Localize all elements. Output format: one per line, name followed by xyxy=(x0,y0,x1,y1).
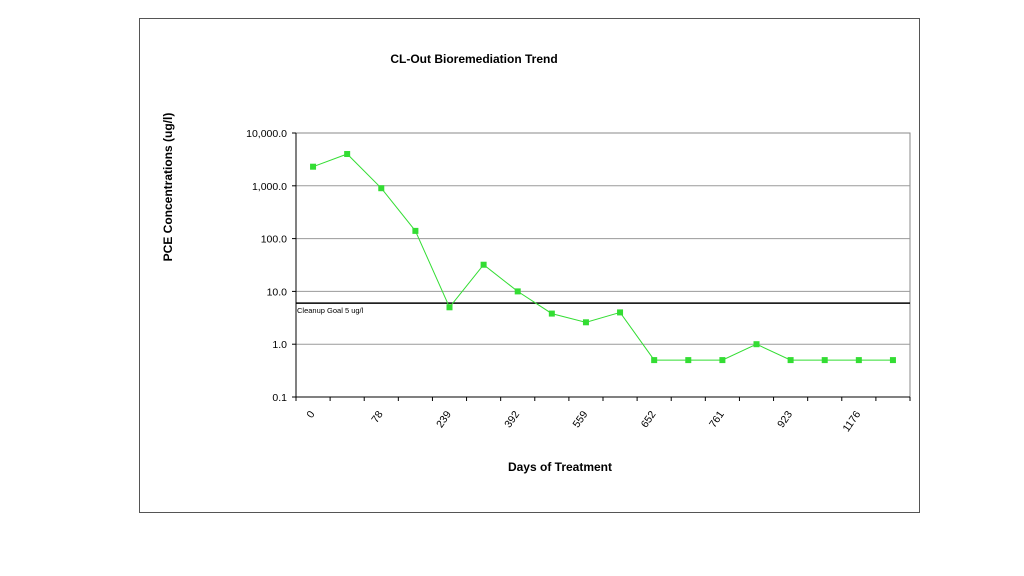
x-tick-label: 78 xyxy=(369,409,386,426)
y-tick-label: 10,000.0 xyxy=(246,128,287,140)
x-axis-title: Days of Treatment xyxy=(508,460,612,474)
x-tick-label: 761 xyxy=(707,409,727,430)
cleanup-goal-label: Cleanup Goal 5 ug/l xyxy=(297,306,364,315)
data-point xyxy=(617,309,624,316)
y-tick-label: 0.1 xyxy=(272,392,287,404)
data-point xyxy=(821,357,828,364)
y-axis-title: PCE Concentrations (ug/l) xyxy=(161,113,175,262)
y-tick-label: 10.0 xyxy=(267,286,288,298)
data-point xyxy=(514,288,521,295)
x-tick-label: 652 xyxy=(639,409,659,430)
data-point xyxy=(753,341,760,348)
x-tick-label: 239 xyxy=(434,409,454,430)
data-point xyxy=(446,304,453,311)
data-point xyxy=(378,185,385,192)
data-point xyxy=(344,151,351,158)
data-point xyxy=(412,227,419,234)
x-tick-label: 923 xyxy=(775,409,795,430)
y-tick-label: 1.0 xyxy=(272,339,287,351)
data-point xyxy=(310,163,317,170)
x-tick-label: 559 xyxy=(571,409,591,430)
data-point xyxy=(889,357,896,364)
x-tick-label: 0 xyxy=(304,409,317,421)
data-point xyxy=(548,310,555,317)
plot-border xyxy=(295,132,911,398)
x-tick-label: 1176 xyxy=(841,409,864,435)
chart-title: CL-Out Bioremediation Trend xyxy=(390,52,557,66)
data-point xyxy=(719,357,726,364)
data-point xyxy=(651,357,658,364)
plot-area: 0.1 1.0 10.0 100.0 1,000.0 10,000.0 0 78 239 392 5… xyxy=(246,128,911,435)
series-line xyxy=(312,153,893,361)
data-point xyxy=(855,357,862,364)
data-point xyxy=(685,357,692,364)
y-tick-label: 1,000.0 xyxy=(252,181,287,193)
y-tick-label: 100.0 xyxy=(261,234,287,246)
x-tick-label: 392 xyxy=(502,409,522,430)
data-point xyxy=(480,261,487,268)
data-point xyxy=(582,319,589,326)
data-point xyxy=(787,357,794,364)
